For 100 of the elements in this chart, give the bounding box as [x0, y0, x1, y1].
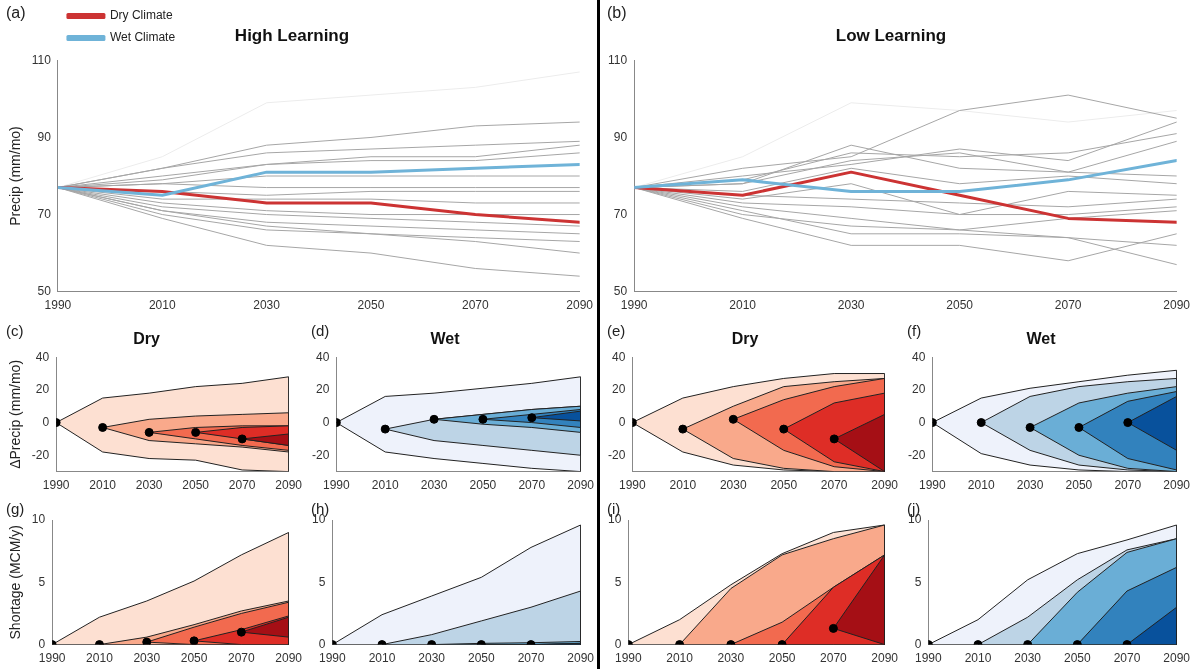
x-tick-label: 2030 — [717, 651, 745, 666]
x-tick-label: 2090 — [567, 478, 595, 493]
x-tick-label: 2030 — [837, 298, 865, 313]
y-tick-label: -20 — [608, 447, 626, 462]
x-tick-label: 2050 — [357, 298, 385, 313]
x-tick-label: 2030 — [253, 298, 281, 313]
text: (a) — [6, 4, 26, 22]
text: (e) — [607, 321, 626, 339]
y-tick-label: 40 — [315, 349, 330, 364]
x-tick-label: 2090 — [1163, 478, 1191, 493]
y-tick-label: 0 — [322, 414, 330, 429]
x-tick-label: 2070 — [1054, 298, 1082, 313]
y-tick-label: 0 — [318, 636, 326, 651]
text: (d) — [311, 321, 330, 339]
text: (f) — [907, 321, 922, 339]
x-tick-label: 2090 — [1163, 298, 1191, 313]
legend-label: Wet Climate — [109, 30, 176, 45]
x-tick-label: 2030 — [1014, 651, 1042, 666]
y-tick-label: 50 — [37, 283, 52, 298]
y-tick-label: 5 — [614, 574, 622, 589]
x-tick-label: 1990 — [322, 478, 351, 493]
y-tick-label: 20 — [315, 382, 330, 397]
chart-title: Low Learning — [835, 25, 947, 45]
y-tick-label: 5 — [914, 574, 922, 589]
y-tick-label: 90 — [613, 129, 628, 144]
x-tick-label: 2070 — [820, 651, 848, 666]
y-tick-label: 0 — [918, 414, 926, 429]
x-tick-label: 1990 — [42, 478, 70, 493]
y-tick-label: 110 — [31, 52, 52, 67]
y-tick-label: -20 — [312, 447, 330, 462]
x-tick-label: 1990 — [615, 651, 643, 666]
y-tick-label: 0 — [38, 636, 46, 651]
x-tick-label: 2010 — [964, 651, 992, 666]
x-tick-label: 2010 — [368, 651, 396, 666]
y-tick-label: 10 — [31, 512, 46, 527]
y-tick-label: 70 — [37, 206, 52, 221]
x-tick-label: 2070 — [228, 651, 256, 666]
x-tick-label: 1990 — [319, 651, 347, 666]
text: (g) — [6, 499, 25, 517]
y-tick-label: -20 — [31, 447, 50, 462]
x-tick-label: 2070 — [1113, 651, 1141, 666]
x-tick-label: 1990 — [618, 478, 647, 493]
chart-title: Dry — [133, 330, 160, 348]
x-tick-label: 2050 — [768, 651, 796, 666]
x-tick-label: 2070 — [1114, 478, 1142, 493]
y-tick-label: 50 — [613, 283, 628, 298]
x-tick-label: 2090 — [871, 651, 899, 666]
chart-title: Dry — [731, 330, 759, 348]
x-tick-label: 2090 — [567, 651, 595, 666]
y-tick-label: 5 — [318, 574, 326, 589]
x-tick-label: 2050 — [180, 651, 208, 666]
chart-title: Wet — [1026, 330, 1057, 348]
x-tick-label: 2070 — [518, 478, 546, 493]
x-tick-label: 2030 — [719, 478, 747, 493]
y-tick-label: 0 — [42, 414, 50, 429]
y-tick-label: 20 — [911, 382, 926, 397]
x-tick-label: 1990 — [620, 298, 648, 313]
y-tick-label: 0 — [914, 636, 922, 651]
x-tick-label: 2030 — [135, 478, 163, 493]
x-tick-label: 2050 — [1065, 478, 1093, 493]
x-tick-label: 2070 — [461, 298, 489, 313]
y-tick-label: 70 — [613, 206, 628, 221]
legend-label: Dry Climate — [109, 8, 173, 23]
x-tick-label: 2010 — [669, 478, 697, 493]
x-tick-label: 2030 — [133, 651, 161, 666]
y-tick-label: 40 — [911, 349, 926, 364]
x-tick-label: 2010 — [967, 478, 995, 493]
x-tick-label: 1990 — [44, 298, 72, 313]
x-tick-label: 2010 — [86, 651, 114, 666]
x-tick-label: 2090 — [275, 478, 303, 493]
y-tick-label: 90 — [37, 129, 52, 144]
x-tick-label: 2070 — [820, 478, 848, 493]
x-tick-label: 2010 — [148, 298, 176, 313]
y-tick-label: 110 — [607, 52, 628, 67]
x-tick-label: 2030 — [418, 651, 446, 666]
x-tick-label: 2050 — [182, 478, 210, 493]
x-tick-label: 2010 — [729, 298, 757, 313]
y-axis-title: Precip (mm/mo) — [7, 126, 24, 226]
x-tick-label: 2030 — [420, 478, 448, 493]
x-tick-label: 2070 — [228, 478, 256, 493]
y-tick-label: 0 — [618, 414, 626, 429]
x-tick-label: 1990 — [918, 478, 947, 493]
y-axis-title: ΔPrecip (mm/mo) — [7, 359, 24, 469]
y-tick-label: 5 — [38, 574, 46, 589]
x-tick-label: 2090 — [871, 478, 899, 493]
chart-title: Wet — [430, 330, 461, 348]
x-tick-label: 2090 — [275, 651, 303, 666]
y-tick-label: -20 — [908, 447, 926, 462]
text: (b) — [607, 4, 627, 22]
x-tick-label: 2050 — [469, 478, 497, 493]
x-tick-label: 2050 — [467, 651, 495, 666]
x-tick-label: 2050 — [770, 478, 798, 493]
x-tick-label: 2030 — [1016, 478, 1044, 493]
y-tick-label: 0 — [614, 636, 622, 651]
x-tick-label: 2010 — [371, 478, 399, 493]
x-tick-label: 2070 — [517, 651, 545, 666]
x-tick-label: 2010 — [89, 478, 117, 493]
y-tick-label: 20 — [611, 382, 626, 397]
chart-title: High Learning — [234, 25, 350, 45]
x-tick-label: 1990 — [915, 651, 943, 666]
